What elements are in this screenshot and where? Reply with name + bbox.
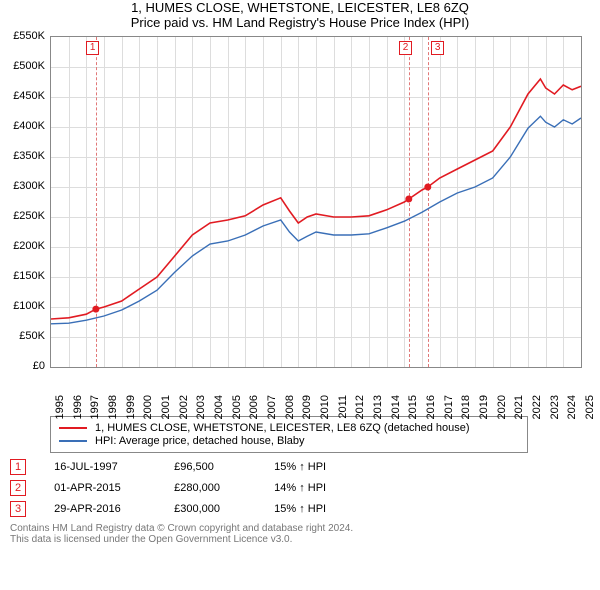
event-row: 1 16-JUL-1997£96,50015% ↑ HPI [10,459,590,475]
legend-label: HPI: Average price, detached house, Blab… [95,435,305,447]
x-tick-label: 1997 [89,395,101,435]
legend-item: HPI: Average price, detached house, Blab… [59,435,519,447]
event-price: £280,000 [174,482,274,494]
x-tick-label: 2003 [195,395,207,435]
x-tick-label: 2016 [425,395,437,435]
event-pct: 15% ↑ HPI [274,461,326,473]
x-tick-label: 2001 [160,395,172,435]
attribution-line-2: This data is licensed under the Open Gov… [10,534,590,545]
y-tick-label: £50K [19,330,45,342]
chart-subtitle: Price paid vs. HM Land Registry's House … [0,15,600,30]
y-tick-label: £500K [13,60,45,72]
x-tick-label: 2010 [319,395,331,435]
x-tick-label: 2024 [566,395,578,435]
x-tick-label: 1995 [54,395,66,435]
event-date: 16-JUL-1997 [54,461,174,473]
x-tick-label: 2000 [142,395,154,435]
y-tick-label: £300K [13,180,45,192]
event-date: 29-APR-2016 [54,503,174,515]
x-tick-label: 2002 [178,395,190,435]
x-tick-label: 2006 [248,395,260,435]
x-tick-label: 2007 [266,395,278,435]
x-tick-label: 2004 [213,395,225,435]
legend-swatch [59,440,87,442]
series-price_paid [51,79,581,319]
events-table: 116-JUL-1997£96,50015% ↑ HPI201-APR-2015… [10,459,590,517]
x-tick-label: 2015 [407,395,419,435]
x-tick-label: 2008 [284,395,296,435]
event-price: £96,500 [174,461,274,473]
marker-badge: 3 [431,41,445,55]
chart-title: 1, HUMES CLOSE, WHETSTONE, LEICESTER, LE… [0,0,600,15]
event-badge: 1 [10,459,26,475]
y-tick-label: £450K [13,90,45,102]
event-badge: 2 [10,480,26,496]
y-tick-label: £150K [13,270,45,282]
marker-dot [424,184,431,191]
attribution: Contains HM Land Registry data © Crown c… [10,523,590,545]
plot-area: 1 2 3 [50,36,582,368]
x-tick-label: 2021 [513,395,525,435]
event-badge: 3 [10,501,26,517]
event-pct: 15% ↑ HPI [274,503,326,515]
x-tick-label: 2017 [443,395,455,435]
marker-dot [405,196,412,203]
x-tick-label: 2023 [549,395,561,435]
y-tick-label: £550K [13,30,45,42]
y-tick-label: £250K [13,210,45,222]
y-tick-label: £100K [13,300,45,312]
event-pct: 14% ↑ HPI [274,482,326,494]
series-hpi [51,116,581,324]
marker-badge: 2 [399,41,413,55]
x-tick-label: 2014 [390,395,402,435]
event-date: 01-APR-2015 [54,482,174,494]
x-tick-label: 2011 [337,395,349,435]
x-tick-label: 2005 [231,395,243,435]
x-tick-label: 2019 [478,395,490,435]
x-tick-label: 2022 [531,395,543,435]
x-tick-label: 1996 [72,395,84,435]
event-price: £300,000 [174,503,274,515]
x-tick-label: 2025 [584,395,596,435]
attribution-line-1: Contains HM Land Registry data © Crown c… [10,523,590,534]
y-tick-label: £400K [13,120,45,132]
y-tick-label: £200K [13,240,45,252]
x-tick-label: 2013 [372,395,384,435]
y-tick-label: £350K [13,150,45,162]
event-row: 3 29-APR-2016£300,00015% ↑ HPI [10,501,590,517]
marker-dot [92,306,99,313]
x-tick-label: 2012 [354,395,366,435]
x-tick-label: 1998 [107,395,119,435]
marker-badge: 1 [86,41,100,55]
x-tick-label: 2009 [301,395,313,435]
y-tick-label: £0 [33,360,45,372]
x-tick-label: 2020 [496,395,508,435]
event-row: 2 01-APR-2015£280,00014% ↑ HPI [10,480,590,496]
x-tick-label: 2018 [460,395,472,435]
x-tick-label: 1999 [125,395,137,435]
